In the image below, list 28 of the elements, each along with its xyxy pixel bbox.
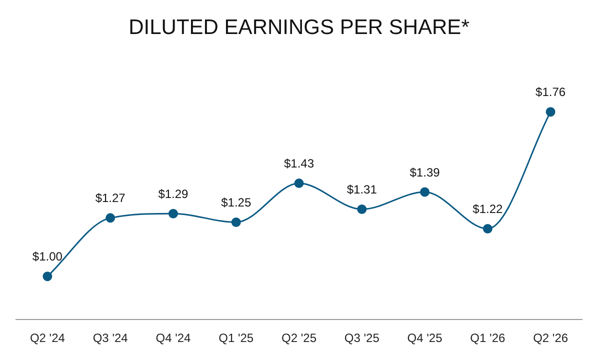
x-tick-label: Q3 '25 bbox=[344, 331, 380, 346]
data-label: $1.25 bbox=[221, 196, 252, 210]
x-tick-label: Q2 '24 bbox=[30, 331, 66, 346]
data-label: $1.29 bbox=[158, 186, 189, 201]
data-label: $1.00 bbox=[32, 250, 63, 264]
data-label: $1.31 bbox=[346, 182, 378, 197]
x-tick-label: Q4 '24 bbox=[156, 331, 192, 346]
data-label: $1.76 bbox=[536, 85, 566, 100]
x-tick-label: Q3 '24 bbox=[92, 331, 128, 346]
point bbox=[106, 213, 116, 223]
point bbox=[482, 224, 492, 234]
point bbox=[420, 187, 430, 197]
x-tick-label: Q2 '26 bbox=[533, 331, 568, 346]
x-tick-label: Q2 '25 bbox=[282, 331, 317, 346]
point bbox=[42, 272, 52, 282]
data-label: $1.27 bbox=[95, 191, 126, 206]
point bbox=[357, 204, 367, 214]
point bbox=[546, 107, 556, 117]
data-label: $1.43 bbox=[284, 156, 314, 171]
x-tick-label: Q4 '25 bbox=[407, 331, 443, 346]
x-tick-label: Q1 '26 bbox=[470, 331, 506, 346]
data-label: $1.39 bbox=[410, 165, 440, 180]
data-label: $1.22 bbox=[472, 202, 504, 216]
point bbox=[231, 218, 241, 227]
chart-title: DILUTED EARNINGS PER SHARE* bbox=[128, 16, 470, 40]
point bbox=[294, 178, 304, 188]
x-tick-label: Q1 '25 bbox=[218, 331, 254, 346]
point bbox=[168, 208, 178, 218]
